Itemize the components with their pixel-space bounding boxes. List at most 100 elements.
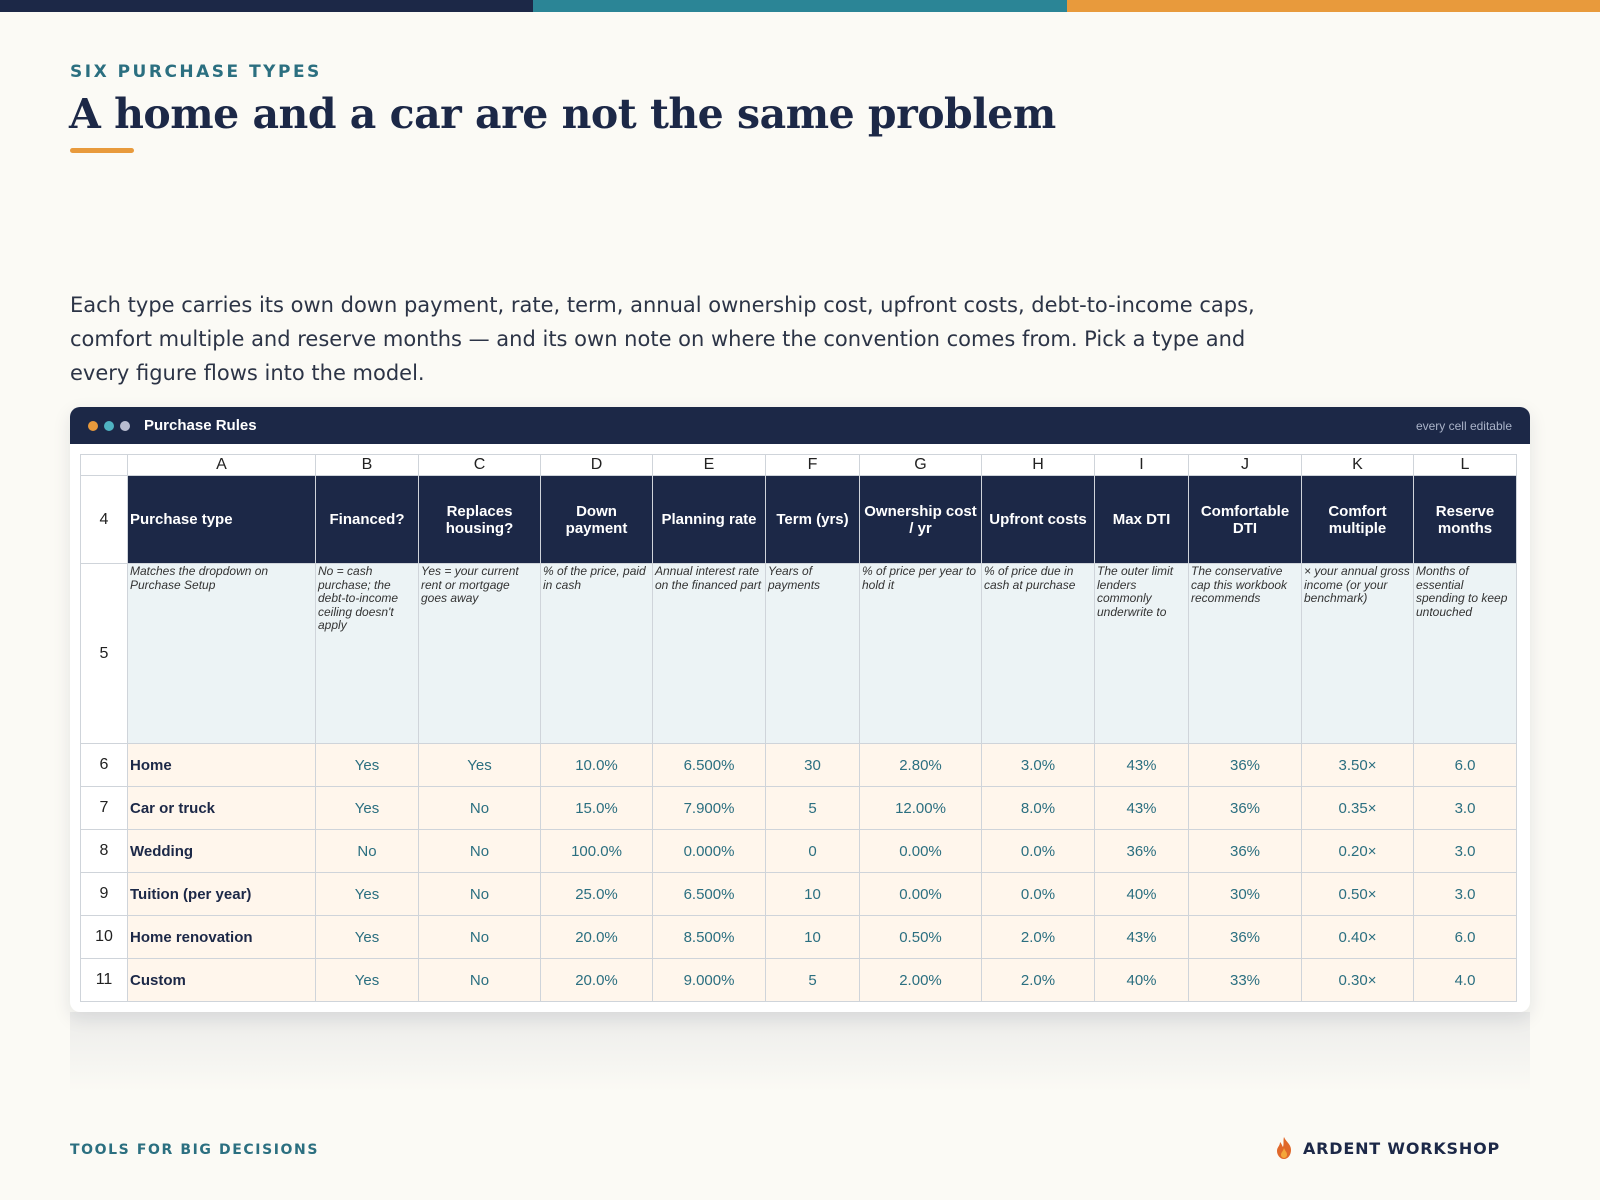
header-cell[interactable]: Reserve months bbox=[1413, 475, 1517, 564]
column-letter-a[interactable]: A bbox=[127, 454, 316, 476]
value-cell[interactable]: 2.0% bbox=[981, 958, 1095, 1002]
value-cell[interactable]: 6.0 bbox=[1413, 743, 1517, 787]
value-cell[interactable]: 0.00% bbox=[859, 872, 982, 916]
value-cell[interactable]: 3.0 bbox=[1413, 872, 1517, 916]
header-cell[interactable]: Down payment bbox=[540, 475, 653, 564]
description-cell[interactable]: Years of payments bbox=[765, 563, 860, 744]
column-letter-g[interactable]: G bbox=[859, 454, 982, 476]
value-cell[interactable]: No bbox=[418, 915, 541, 959]
column-letter-c[interactable]: C bbox=[418, 454, 541, 476]
value-cell[interactable]: 0.35× bbox=[1301, 786, 1414, 830]
value-cell[interactable]: 6.0 bbox=[1413, 915, 1517, 959]
value-cell[interactable]: 6.500% bbox=[652, 743, 766, 787]
value-cell[interactable]: 100.0% bbox=[540, 829, 653, 873]
description-cell[interactable]: Months of essential spending to keep unt… bbox=[1413, 563, 1517, 744]
value-cell[interactable]: 9.000% bbox=[652, 958, 766, 1002]
purchase-type-cell[interactable]: Home renovation bbox=[127, 915, 316, 959]
value-cell[interactable]: 5 bbox=[765, 958, 860, 1002]
value-cell[interactable]: 2.00% bbox=[859, 958, 982, 1002]
value-cell[interactable]: 3.50× bbox=[1301, 743, 1414, 787]
row-number[interactable]: 4 bbox=[80, 475, 128, 564]
description-cell[interactable]: The conservative cap this workbook recom… bbox=[1188, 563, 1302, 744]
value-cell[interactable]: 6.500% bbox=[652, 872, 766, 916]
value-cell[interactable]: 12.00% bbox=[859, 786, 982, 830]
window-dot-grey[interactable] bbox=[120, 420, 130, 431]
row-number[interactable]: 5 bbox=[80, 563, 128, 744]
value-cell[interactable]: 10 bbox=[765, 915, 860, 959]
purchase-type-cell[interactable]: Wedding bbox=[127, 829, 316, 873]
value-cell[interactable]: 3.0% bbox=[981, 743, 1095, 787]
value-cell[interactable]: 43% bbox=[1094, 743, 1189, 787]
description-cell[interactable]: No = cash purchase; the debt-to-income c… bbox=[315, 563, 419, 744]
value-cell[interactable]: 0.00% bbox=[859, 829, 982, 873]
row-number[interactable]: 11 bbox=[80, 958, 128, 1002]
row-number[interactable]: 10 bbox=[80, 915, 128, 959]
value-cell[interactable]: 20.0% bbox=[540, 915, 653, 959]
purchase-type-cell[interactable]: Tuition (per year) bbox=[127, 872, 316, 916]
column-letter-i[interactable]: I bbox=[1094, 454, 1189, 476]
value-cell[interactable]: 36% bbox=[1094, 829, 1189, 873]
value-cell[interactable]: 0.40× bbox=[1301, 915, 1414, 959]
value-cell[interactable]: 3.0 bbox=[1413, 786, 1517, 830]
header-cell[interactable]: Upfront costs bbox=[981, 475, 1095, 564]
value-cell[interactable]: No bbox=[418, 829, 541, 873]
value-cell[interactable]: 0.50% bbox=[859, 915, 982, 959]
value-cell[interactable]: 0.20× bbox=[1301, 829, 1414, 873]
purchase-type-cell[interactable]: Home bbox=[127, 743, 316, 787]
description-cell[interactable]: % of the price, paid in cash bbox=[540, 563, 653, 744]
header-cell[interactable]: Comfortable DTI bbox=[1188, 475, 1302, 564]
purchase-type-cell[interactable]: Custom bbox=[127, 958, 316, 1002]
value-cell[interactable]: 30% bbox=[1188, 872, 1302, 916]
value-cell[interactable]: No bbox=[418, 786, 541, 830]
value-cell[interactable]: 43% bbox=[1094, 915, 1189, 959]
header-cell[interactable]: Replaces housing? bbox=[418, 475, 541, 564]
header-cell[interactable]: Purchase type bbox=[127, 475, 316, 564]
row-number[interactable]: 8 bbox=[80, 829, 128, 873]
description-cell[interactable]: Matches the dropdown on Purchase Setup bbox=[127, 563, 316, 744]
value-cell[interactable]: Yes bbox=[315, 958, 419, 1002]
window-dot-orange[interactable] bbox=[88, 420, 98, 431]
value-cell[interactable]: Yes bbox=[315, 786, 419, 830]
value-cell[interactable]: Yes bbox=[315, 915, 419, 959]
column-letter-b[interactable]: B bbox=[315, 454, 419, 476]
value-cell[interactable]: 15.0% bbox=[540, 786, 653, 830]
value-cell[interactable]: 0 bbox=[765, 829, 860, 873]
column-letter-e[interactable]: E bbox=[652, 454, 766, 476]
description-cell[interactable]: The outer limit lenders commonly underwr… bbox=[1094, 563, 1189, 744]
value-cell[interactable]: 0.0% bbox=[981, 829, 1095, 873]
column-letter-d[interactable]: D bbox=[540, 454, 653, 476]
value-cell[interactable]: 36% bbox=[1188, 743, 1302, 787]
value-cell[interactable]: 8.0% bbox=[981, 786, 1095, 830]
value-cell[interactable]: No bbox=[418, 872, 541, 916]
value-cell[interactable]: 0.30× bbox=[1301, 958, 1414, 1002]
value-cell[interactable]: 40% bbox=[1094, 958, 1189, 1002]
value-cell[interactable]: 0.0% bbox=[981, 872, 1095, 916]
column-letter-j[interactable]: J bbox=[1188, 454, 1302, 476]
value-cell[interactable]: 2.80% bbox=[859, 743, 982, 787]
value-cell[interactable]: 3.0 bbox=[1413, 829, 1517, 873]
description-cell[interactable]: Annual interest rate on the financed par… bbox=[652, 563, 766, 744]
value-cell[interactable]: 2.0% bbox=[981, 915, 1095, 959]
description-cell[interactable]: % of price due in cash at purchase bbox=[981, 563, 1095, 744]
value-cell[interactable]: 0.50× bbox=[1301, 872, 1414, 916]
value-cell[interactable]: 36% bbox=[1188, 829, 1302, 873]
value-cell[interactable]: 4.0 bbox=[1413, 958, 1517, 1002]
purchase-type-cell[interactable]: Car or truck bbox=[127, 786, 316, 830]
value-cell[interactable]: Yes bbox=[315, 872, 419, 916]
value-cell[interactable]: 5 bbox=[765, 786, 860, 830]
value-cell[interactable]: 36% bbox=[1188, 786, 1302, 830]
column-letter-h[interactable]: H bbox=[981, 454, 1095, 476]
value-cell[interactable]: 25.0% bbox=[540, 872, 653, 916]
header-cell[interactable]: Comfort multiple bbox=[1301, 475, 1414, 564]
value-cell[interactable]: 0.000% bbox=[652, 829, 766, 873]
column-letter-k[interactable]: K bbox=[1301, 454, 1414, 476]
value-cell[interactable]: 36% bbox=[1188, 915, 1302, 959]
column-letter-l[interactable]: L bbox=[1413, 454, 1517, 476]
description-cell[interactable]: % of price per year to hold it bbox=[859, 563, 982, 744]
header-cell[interactable]: Ownership cost / yr bbox=[859, 475, 982, 564]
value-cell[interactable]: 7.900% bbox=[652, 786, 766, 830]
corner-cell[interactable] bbox=[80, 454, 128, 476]
column-letter-f[interactable]: F bbox=[765, 454, 860, 476]
value-cell[interactable]: 20.0% bbox=[540, 958, 653, 1002]
value-cell[interactable]: 30 bbox=[765, 743, 860, 787]
